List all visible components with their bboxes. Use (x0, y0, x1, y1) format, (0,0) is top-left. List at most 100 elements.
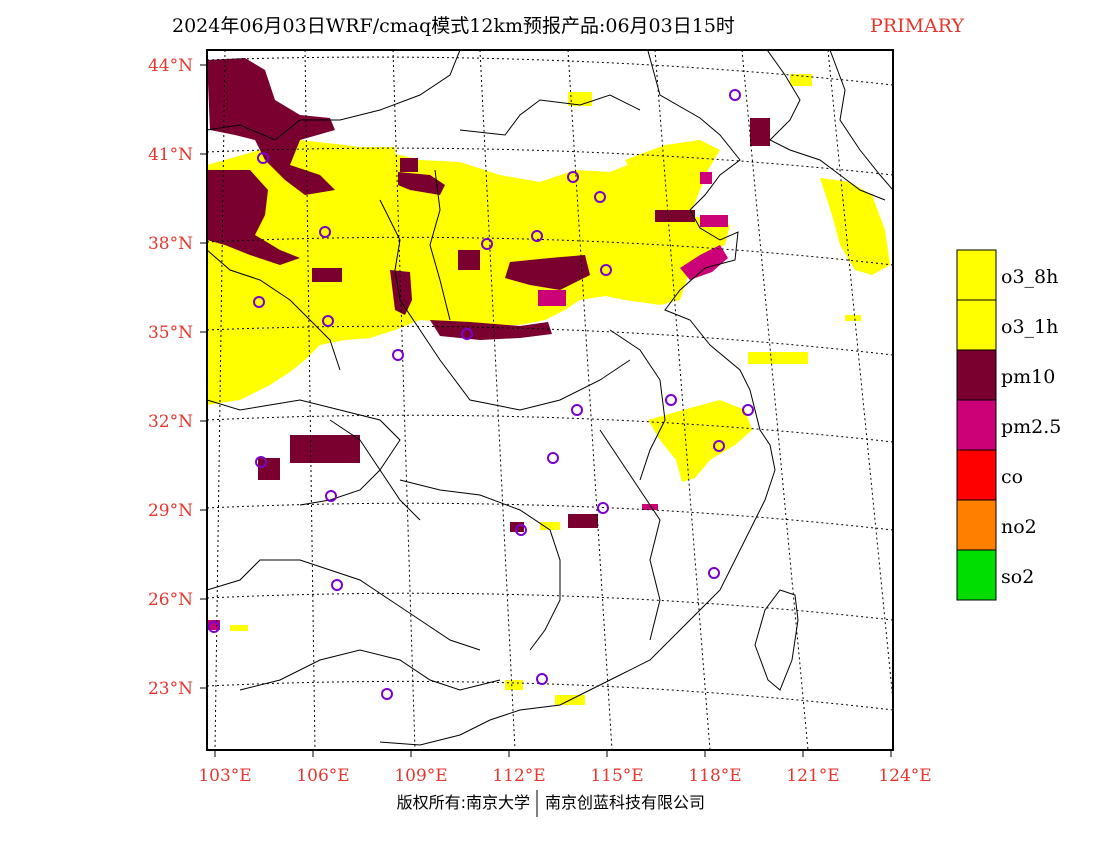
legend-label-pm10: pm10 (1001, 366, 1055, 388)
pm25-region-shandong-coast (680, 245, 728, 280)
pm25-region-liaoning (700, 172, 712, 184)
legend-swatch-so2 (956, 549, 997, 601)
station-marker (319, 226, 331, 238)
copyright-footer: 版权所有:南京大学 南京创蓝科技有限公司 (397, 790, 705, 817)
lon-line-109 (392, 50, 416, 750)
station-marker (461, 328, 473, 340)
lon-tick-label: 115°E (590, 766, 643, 786)
lon-tick-label: 124°E (878, 766, 931, 786)
pm10-region-ningxia (207, 170, 300, 265)
northeast-coast (766, 50, 886, 201)
legend-label-pm25: pm2.5 (1001, 416, 1061, 438)
pm25-region-henan (538, 290, 566, 306)
o3-region-bohai (625, 140, 720, 195)
pm25-region-yunnan (208, 620, 220, 630)
station-marker (729, 89, 741, 101)
station-marker (322, 315, 334, 327)
legend-label-co: co (1001, 466, 1023, 488)
o3-patch-yunnan (230, 625, 248, 631)
lon-tick-label: 121°E (786, 766, 839, 786)
pm10-region-taiyuan (458, 250, 480, 270)
lat-tick-label: 41°N (148, 145, 193, 165)
pm10-region-bohai (655, 210, 695, 222)
station-marker (547, 452, 559, 464)
korea (829, 50, 893, 191)
pm10-region-jiangxi (568, 514, 598, 528)
province-inner-mongolia (207, 50, 461, 141)
o3-patch-north (355, 147, 395, 159)
lat-axis: 44°N 41°N 38°N 35°N 32°N 29°N 26°N 23°N (148, 56, 207, 699)
copyright-owner: 版权所有:南京大学 (397, 793, 530, 812)
lat-tick-label: 35°N (148, 323, 193, 343)
pm10-region-shaanxi (312, 268, 342, 282)
graticule (207, 50, 893, 750)
province-jiangxi-fujian (599, 429, 661, 641)
station-marker (208, 621, 220, 633)
station-marker (325, 490, 337, 502)
pm10-regions (207, 58, 770, 532)
province-sichuan (207, 399, 401, 506)
pm10-region-shanxi (390, 270, 412, 315)
o3-patch-hunan (540, 522, 560, 530)
lon-tick-label: 103°E (198, 766, 251, 786)
province-hunan-jiangxi (399, 479, 561, 651)
station-marker (536, 673, 548, 685)
lon-axis: 103°E 106°E 109°E 112°E 115°E 118°E 121°… (198, 750, 932, 786)
station-marker (515, 524, 527, 536)
lat-tick-label: 44°N (148, 56, 193, 76)
legend-swatch-o3-8h (956, 249, 997, 301)
map-title: 2024年06月03日WRF/cmaq模式12km预报产品:06月03日15时 (172, 15, 735, 37)
station-marker (257, 152, 269, 164)
lon-tick-label: 109°E (394, 766, 447, 786)
pm25-region-bohai (700, 215, 728, 227)
lat-tick-label: 38°N (148, 234, 193, 254)
station-marker (253, 296, 265, 308)
pm10-region-north (400, 158, 418, 172)
o3-patch-guangdong-west (505, 680, 523, 690)
legend-swatch-o3-1h (956, 299, 997, 351)
lon-line-124 (827, 50, 893, 701)
lon-line-103 (214, 50, 226, 750)
pm10-region-hebei (398, 172, 445, 195)
station-marker (381, 688, 393, 700)
legend-label-no2: no2 (1001, 516, 1037, 538)
copyright-company: 南京创蓝科技有限公司 (545, 793, 705, 812)
lat-tick-label: 23°N (148, 679, 193, 699)
legend-swatch-pm25 (956, 399, 997, 451)
province-gansu (207, 249, 341, 371)
station-marker (713, 440, 725, 452)
coastline (379, 50, 776, 746)
station-marker (597, 502, 609, 514)
legend-label-o3-1h: o3_1h (1001, 316, 1058, 338)
province-chongqing (329, 419, 421, 521)
lon-tick-label: 118°E (688, 766, 741, 786)
pm10-region-loess (430, 320, 552, 340)
lat-tick-label: 32°N (148, 412, 193, 432)
pm25-regions (208, 172, 728, 630)
lon-tick-label: 106°E (296, 766, 349, 786)
legend-label-o3-8h: o3_8h (1001, 266, 1058, 288)
o3-region-jiangsu-anhui (648, 400, 752, 482)
o3-region-shandong (595, 230, 670, 290)
map-frame (206, 49, 894, 751)
province-guangxi (239, 649, 501, 691)
station-marker (531, 230, 543, 242)
map-area (207, 50, 893, 750)
lon-line-121 (741, 50, 809, 750)
legend-swatch-pm10 (956, 349, 997, 401)
lon-line-118 (654, 50, 711, 750)
lon-line-106 (304, 50, 316, 750)
station-marker (665, 394, 677, 406)
o3-region-north-plain (207, 140, 730, 405)
station-marker (567, 171, 579, 183)
station-marker (742, 404, 754, 416)
station-marker (255, 456, 267, 468)
station-marker (594, 191, 606, 203)
lon-tick-label: 112°E (492, 766, 545, 786)
taiwan (754, 589, 799, 691)
lon-line-112 (479, 50, 516, 750)
o3-region-northeast-coast (820, 178, 890, 275)
station-marker (600, 264, 612, 276)
lat-tick-label: 26°N (148, 590, 193, 610)
province-yunnan-guizhou (207, 559, 481, 651)
